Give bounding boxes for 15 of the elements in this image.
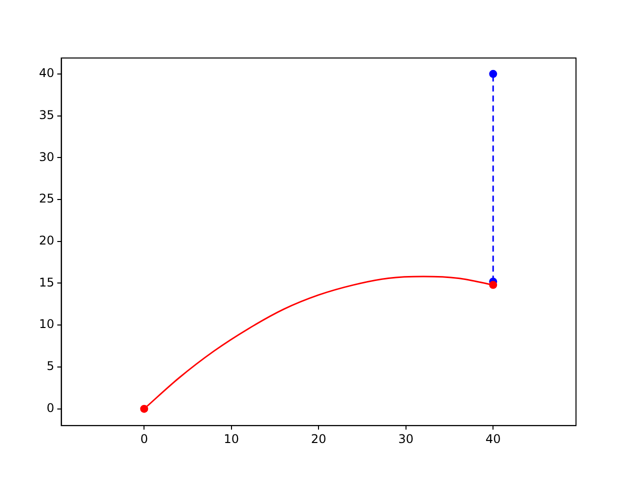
x-tick-label: 10: [224, 432, 240, 446]
x-tick-label: 30: [398, 432, 414, 446]
x-tick-label: 0: [140, 432, 148, 446]
x-tick-label: 40: [485, 432, 501, 446]
point: [489, 70, 498, 78]
y-tick-label: 5: [46, 359, 54, 374]
y-tick-label: 20: [38, 234, 54, 248]
y-tick-label: 15: [38, 275, 54, 290]
y-tick-label: 30: [38, 150, 54, 164]
y-tick-label: 40: [38, 66, 54, 80]
y-tick-label: 0: [46, 400, 54, 415]
x-tick-label: 20: [310, 432, 326, 446]
y-tick-label: 35: [38, 108, 54, 122]
y-tick-label: 25: [38, 192, 54, 206]
y-tick-label: 10: [38, 317, 54, 332]
